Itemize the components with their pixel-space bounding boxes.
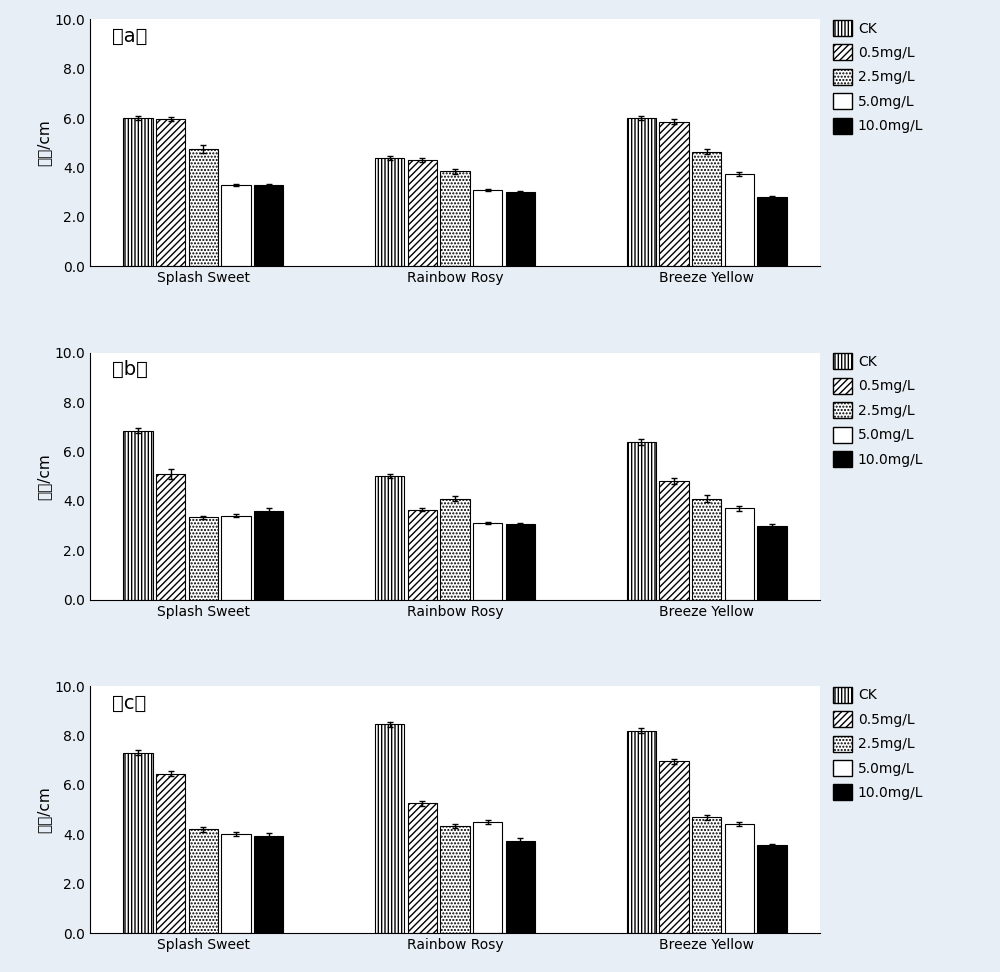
Bar <box>221 516 251 600</box>
Text: （b）: （b） <box>112 361 148 379</box>
Bar <box>627 119 656 266</box>
Y-axis label: 根长/cm: 根长/cm <box>37 786 52 833</box>
Bar <box>189 829 218 933</box>
Bar <box>254 185 283 266</box>
Bar <box>123 753 153 933</box>
Bar <box>506 525 535 600</box>
Legend: CK, 0.5mg/L, 2.5mg/L, 5.0mg/L, 10.0mg/L: CK, 0.5mg/L, 2.5mg/L, 5.0mg/L, 10.0mg/L <box>827 681 929 806</box>
Bar <box>757 846 787 933</box>
Y-axis label: 根长/cm: 根长/cm <box>37 453 52 500</box>
Bar <box>757 197 787 266</box>
Bar <box>757 526 787 600</box>
Text: （c）: （c） <box>112 694 146 712</box>
Bar <box>375 724 404 933</box>
Bar <box>473 822 502 933</box>
Text: （a）: （a） <box>112 27 147 46</box>
Bar <box>440 171 470 266</box>
Bar <box>221 834 251 933</box>
Bar <box>440 825 470 933</box>
Bar <box>473 190 502 266</box>
Bar <box>659 481 689 600</box>
Bar <box>725 824 754 933</box>
Legend: CK, 0.5mg/L, 2.5mg/L, 5.0mg/L, 10.0mg/L: CK, 0.5mg/L, 2.5mg/L, 5.0mg/L, 10.0mg/L <box>827 15 929 139</box>
Bar <box>375 476 404 600</box>
Bar <box>156 774 185 933</box>
Bar <box>692 499 721 600</box>
Bar <box>254 836 283 933</box>
Bar <box>659 761 689 933</box>
Bar <box>473 523 502 600</box>
Bar <box>156 473 185 600</box>
Bar <box>506 841 535 933</box>
Bar <box>659 122 689 266</box>
Bar <box>408 804 437 933</box>
Bar <box>440 499 470 600</box>
Bar <box>123 431 153 600</box>
Bar <box>189 517 218 600</box>
Bar <box>254 511 283 600</box>
Bar <box>725 174 754 266</box>
Bar <box>506 192 535 266</box>
Bar <box>189 149 218 266</box>
Bar <box>156 120 185 266</box>
Y-axis label: 根长/cm: 根长/cm <box>37 120 52 166</box>
Bar <box>627 441 656 600</box>
Legend: CK, 0.5mg/L, 2.5mg/L, 5.0mg/L, 10.0mg/L: CK, 0.5mg/L, 2.5mg/L, 5.0mg/L, 10.0mg/L <box>827 348 929 472</box>
Bar <box>408 160 437 266</box>
Bar <box>725 508 754 600</box>
Bar <box>692 817 721 933</box>
Bar <box>221 185 251 266</box>
Bar <box>692 152 721 266</box>
Bar <box>375 157 404 266</box>
Bar <box>123 119 153 266</box>
Bar <box>408 509 437 600</box>
Bar <box>627 731 656 933</box>
